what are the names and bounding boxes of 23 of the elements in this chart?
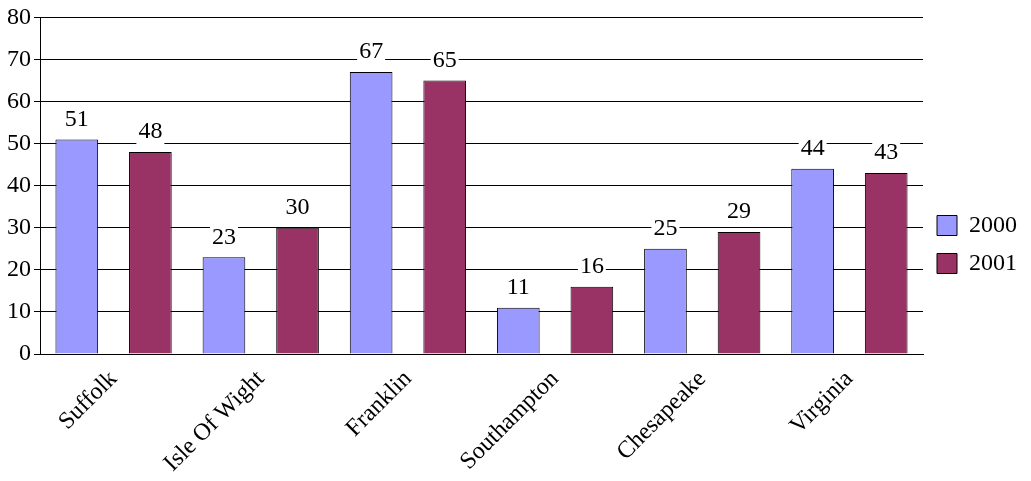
data-label: 11 (506, 273, 530, 300)
data-label: 30 (285, 193, 310, 220)
data-label: 25 (653, 214, 678, 241)
y-tick-label: 50 (7, 128, 31, 155)
y-tick-label: 10 (7, 297, 31, 324)
y-tick-label: 70 (7, 44, 31, 71)
data-label: 16 (579, 251, 604, 278)
legend-label: 2001 (969, 248, 1017, 275)
data-label: 48 (138, 117, 163, 144)
data-label: 67 (359, 37, 384, 64)
data-label: 51 (64, 104, 89, 131)
legend-label: 2000 (969, 210, 1017, 237)
y-tick-label: 0 (19, 339, 31, 366)
y-tick-label: 60 (7, 86, 31, 113)
y-tick-label: 30 (7, 213, 31, 240)
y-tick-label: 40 (7, 171, 31, 197)
data-label: 44 (800, 134, 825, 161)
data-label: 43 (874, 138, 899, 165)
y-tick-label: 20 (7, 255, 31, 282)
y-tick-label: 80 (7, 2, 31, 29)
data-label: 23 (211, 222, 236, 249)
data-label: 29 (727, 197, 752, 224)
data-label: 65 (432, 45, 457, 72)
